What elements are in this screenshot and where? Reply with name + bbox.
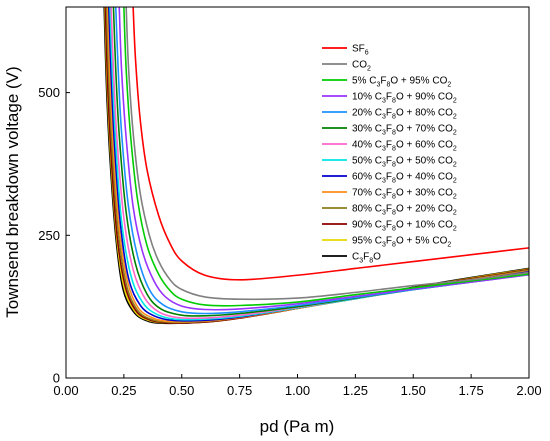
legend-label: 80% C3F8O + 20% CO2 (352, 204, 457, 217)
series-line (125, 7, 529, 301)
series-line (104, 7, 529, 324)
legend-label: 70% C3F8O + 30% CO2 (352, 188, 457, 201)
series-line (132, 7, 529, 281)
series-line (118, 7, 529, 311)
x-tick-label: 0.25 (111, 383, 136, 398)
series-line (105, 7, 529, 324)
x-tick-label: 1.00 (285, 383, 310, 398)
legend-label: 30% C3F8O + 70% CO2 (352, 124, 457, 137)
legend-label: C3F8O (352, 252, 381, 265)
x-tick-label: 1.75 (458, 383, 483, 398)
y-axis-title: Townsend breakdown voltage (V) (3, 66, 22, 317)
x-tick-label: 0.50 (169, 383, 194, 398)
legend-label: 5% C3F8O + 95% CO2 (352, 76, 451, 89)
y-tick-label: 500 (38, 85, 60, 100)
x-tick-label: 0.75 (227, 383, 252, 398)
y-tick-label: 250 (38, 228, 60, 243)
legend-label: CO2 (352, 60, 371, 73)
series-line (108, 7, 529, 322)
series-line (104, 7, 529, 324)
x-tick-label: 0.00 (53, 383, 78, 398)
legend: SF6 CO2 5% C3F8O + 95% CO2 10% C3F8O + 90% … (322, 44, 457, 265)
x-tick-label: 1.50 (401, 383, 426, 398)
axes: 0.00 0.25 0.50 0.75 1.00 1.25 1.50 1.75 2.00 0 250… (38, 85, 541, 398)
series-line (123, 7, 529, 307)
series-line (112, 7, 529, 317)
series-curves (103, 7, 529, 325)
legend-label: 50% C3F8O + 50% CO2 (352, 156, 457, 169)
legend-label: 10% C3F8O + 90% CO2 (352, 92, 457, 105)
legend-label: 95% C3F8O + 5% CO2 (352, 236, 451, 249)
x-axis-title: pd (Pa m) (260, 417, 335, 436)
x-tick-label: 2.00 (516, 383, 541, 398)
series-line (106, 7, 529, 323)
legend-label: 20% C3F8O + 80% CO2 (352, 108, 457, 121)
legend-label: 90% C3F8O + 10% CO2 (352, 220, 457, 233)
x-tick-label: 1.25 (343, 383, 368, 398)
legend-label: 40% C3F8O + 60% CO2 (352, 140, 457, 153)
y-tick-label: 0 (53, 371, 60, 386)
series-line (110, 7, 529, 320)
legend-label: 60% C3F8O + 40% CO2 (352, 172, 457, 185)
legend-label: SF6 (352, 44, 369, 57)
